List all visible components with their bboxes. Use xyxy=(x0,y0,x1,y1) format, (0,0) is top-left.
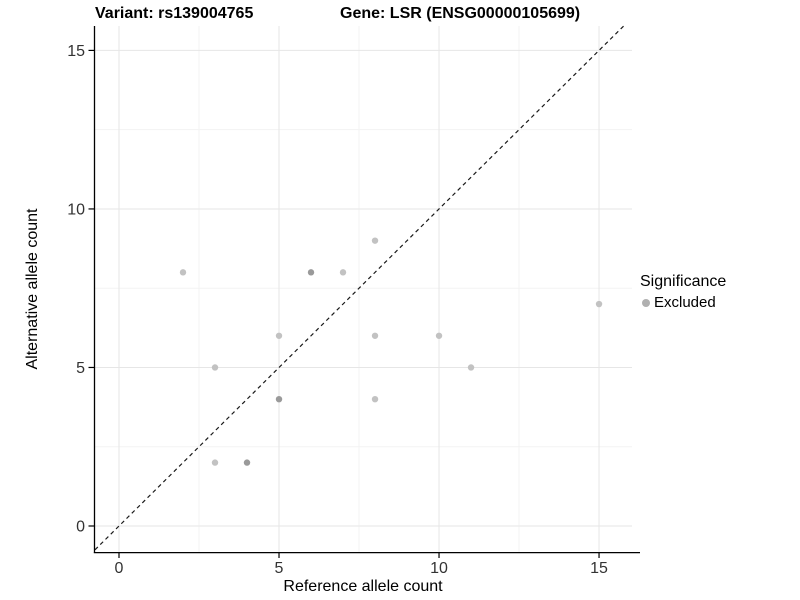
legend-item-label: Excluded xyxy=(654,294,716,311)
grid-minor xyxy=(95,26,632,552)
plot-title-variant: Variant: rs139004765 xyxy=(95,5,254,22)
data-point xyxy=(467,364,475,371)
data-point xyxy=(243,459,251,466)
x-tick-label: 10 xyxy=(430,560,448,577)
data-point xyxy=(339,269,347,276)
legend: Significance Excluded xyxy=(640,273,726,311)
data-point xyxy=(179,269,187,276)
data-point xyxy=(435,332,443,339)
legend-title: Significance xyxy=(640,273,727,290)
plot-title-gene: Gene: LSR (ENSG00000105699) xyxy=(340,5,581,22)
identity-line xyxy=(94,25,625,551)
y-tick-label: 15 xyxy=(67,43,85,60)
data-point xyxy=(275,332,283,339)
x-tick-label: 0 xyxy=(115,560,124,577)
data-point xyxy=(211,364,219,371)
data-point xyxy=(307,269,315,276)
data-point xyxy=(595,300,603,308)
grid-major xyxy=(95,26,632,552)
y-tick-label: 5 xyxy=(76,360,85,377)
data-points xyxy=(179,237,603,466)
x-tick-label: 15 xyxy=(590,560,608,577)
legend-point-icon xyxy=(642,298,650,307)
y-axis-label: Alternative allele count xyxy=(24,208,41,370)
axis-tick-labels: 0 5 10 15 0 5 10 15 xyxy=(67,43,608,577)
x-tick-label: 5 xyxy=(275,560,284,577)
x-axis-label: Reference allele count xyxy=(283,578,443,595)
data-point xyxy=(371,332,379,339)
data-point xyxy=(371,395,379,403)
y-tick-label: 0 xyxy=(76,519,85,536)
data-point xyxy=(275,395,283,403)
axis-ticks xyxy=(88,49,600,558)
data-point xyxy=(371,237,379,244)
y-tick-label: 10 xyxy=(67,201,85,218)
legend-item-excluded: Excluded xyxy=(642,294,726,311)
data-point xyxy=(211,459,219,466)
